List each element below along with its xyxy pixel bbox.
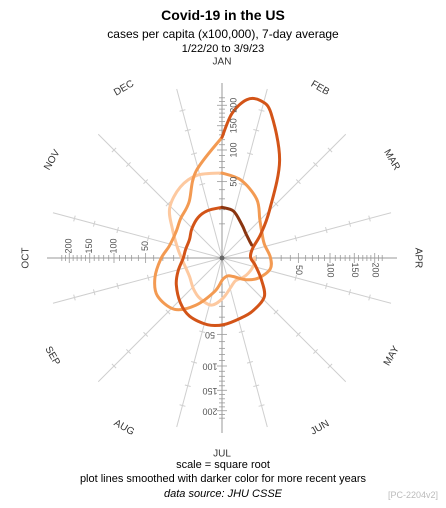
spoke-tick (146, 235, 150, 242)
spoke-tick (238, 330, 245, 334)
month-spoke (97, 257, 223, 383)
tick-label: 150 (84, 238, 94, 253)
spoke-tick (116, 282, 119, 289)
tick-label: 200 (228, 98, 238, 113)
tick-label: 50 (140, 241, 150, 251)
month-spoke (221, 257, 392, 304)
spoke-tick (116, 227, 119, 234)
spoke-tick (313, 161, 319, 167)
spoke-tick (111, 363, 117, 369)
spoke-tick (327, 147, 333, 153)
spoke-tick (191, 152, 198, 155)
tick-label: 200 (64, 238, 74, 253)
series-layer (153, 96, 282, 328)
spoke-tick (184, 128, 191, 132)
spoke-tick (184, 384, 191, 388)
month-label-mar: MAR (381, 148, 402, 173)
month-spoke (97, 133, 223, 259)
month-spoke (221, 212, 392, 259)
tick-label: 100 (228, 142, 238, 157)
tick-label: 100 (108, 238, 118, 253)
spoke-tick (325, 227, 328, 234)
spoke-tick (146, 274, 150, 281)
spoke-tick (125, 349, 131, 355)
tick-label: 150 (350, 262, 360, 277)
tick-label: 150 (228, 118, 238, 133)
month-label-nov: NOV (42, 148, 63, 173)
tick-label: 50 (205, 330, 215, 340)
spoke-tick (348, 220, 352, 227)
chart-code: [PC-2204v2] (387, 490, 438, 500)
spoke-tick (125, 161, 131, 167)
spoke-tick (258, 404, 265, 407)
spoke-tick (246, 152, 253, 155)
spoke-tick (143, 331, 149, 337)
spoke-tick (199, 330, 206, 334)
spoke-tick (295, 331, 301, 337)
spoke-tick (92, 220, 96, 227)
chart-title: Covid-19 in the US (161, 7, 285, 23)
spoke-tick (238, 182, 245, 186)
month-label-oct: OCT (21, 247, 32, 268)
tick-label: 150 (202, 386, 217, 396)
spoke-tick (253, 128, 260, 132)
month-spoke (176, 257, 223, 428)
series-line-4 (220, 205, 254, 247)
spoke-tick (165, 309, 171, 315)
series-line-3 (174, 96, 282, 328)
month-label-dec: DEC (112, 78, 136, 98)
tick-label: 50 (294, 265, 304, 275)
spoke-tick (313, 349, 319, 355)
data-source: data source: JHU CSSE (164, 488, 282, 500)
spoke-tick (258, 109, 265, 112)
spoke-tick (295, 179, 301, 185)
spoke-tick (73, 294, 76, 301)
month-label-feb: FEB (309, 79, 332, 98)
spoke-tick (253, 384, 260, 388)
color-note: plot lines smoothed with darker color fo… (79, 473, 367, 485)
tick-label: 100 (326, 262, 336, 277)
spoke-tick (327, 363, 333, 369)
spoke-tick (368, 294, 371, 301)
spoke-tick (273, 201, 279, 207)
tick-label: 100 (202, 362, 217, 372)
spoke-tick (246, 361, 253, 364)
month-spoke (221, 257, 268, 428)
spoke-tick (294, 274, 298, 281)
month-spoke (221, 133, 347, 259)
spoke-tick (165, 201, 171, 207)
spoke-tick (294, 235, 298, 242)
spoke-tick (368, 215, 371, 222)
month-label-jun: JUN (309, 418, 331, 437)
scale-note: scale = square root (176, 459, 270, 471)
spoke-tick (179, 109, 186, 112)
month-label-apr: APR (412, 248, 423, 269)
series-line-1 (167, 171, 256, 307)
center-point (219, 255, 225, 261)
spoke-tick (179, 404, 186, 407)
month-label-sep: SEP (42, 345, 62, 368)
month-spoke (52, 257, 223, 304)
spoke-tick (73, 215, 76, 222)
month-spoke (221, 88, 268, 259)
month-label-aug: AUG (112, 418, 136, 438)
date-range: 1/22/20 to 3/9/23 (181, 43, 265, 55)
tick-label: 200 (202, 406, 217, 416)
spoke-tick (111, 147, 117, 153)
spoke-tick (143, 179, 149, 185)
tick-label: 50 (228, 177, 238, 187)
spoke-tick (199, 182, 206, 186)
spoke-tick (92, 289, 96, 296)
month-label-may: MAY (382, 344, 402, 368)
spoke-tick (191, 361, 198, 364)
month-spoke (52, 212, 223, 259)
spoke-tick (348, 289, 352, 296)
spoke-tick (325, 282, 328, 289)
chart-subtitle: cases per capita (x100,000), 7-day avera… (107, 27, 339, 41)
month-label-jul: JUL (213, 449, 231, 460)
spoke-tick (273, 309, 279, 315)
month-label-jan: JAN (213, 57, 232, 68)
tick-label: 200 (370, 262, 380, 277)
